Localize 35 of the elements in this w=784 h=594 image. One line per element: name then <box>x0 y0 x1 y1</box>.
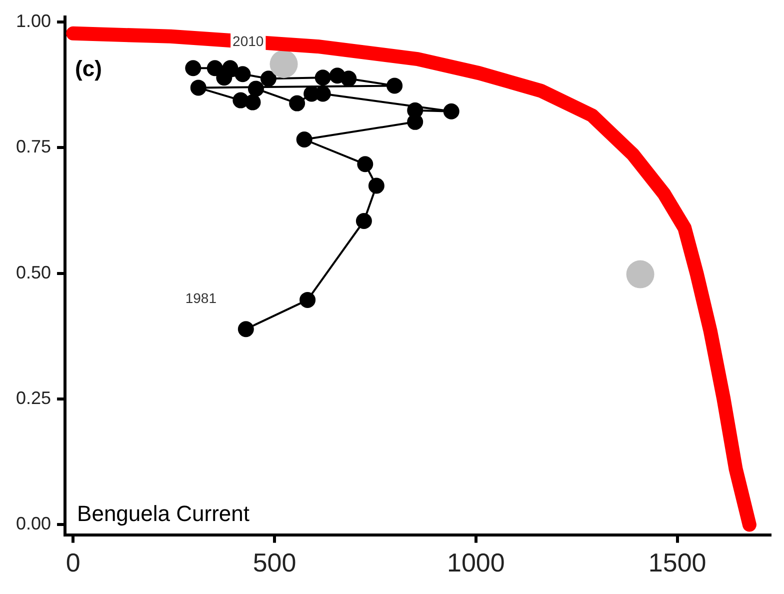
point <box>234 66 251 82</box>
x-tick-label: 0 <box>66 548 80 578</box>
point <box>407 102 424 118</box>
point <box>289 95 306 112</box>
x-tick-label: 1000 <box>447 548 505 578</box>
point <box>232 92 249 108</box>
point <box>329 68 346 84</box>
y-tick-label: 1.00 <box>16 10 52 31</box>
point <box>626 260 654 288</box>
y-tick-label: 0.00 <box>16 514 52 534</box>
point <box>296 132 312 148</box>
y-tick-label: 0.75 <box>16 136 52 157</box>
point <box>386 78 403 94</box>
point <box>356 212 372 229</box>
point <box>270 50 298 78</box>
annotation: 2010 <box>232 32 264 49</box>
point <box>190 80 206 96</box>
y-tick-label: 0.50 <box>16 262 52 282</box>
point <box>300 292 316 308</box>
point <box>260 70 276 87</box>
annotation: Benguela Current <box>77 500 250 526</box>
y-tick-label: 0.25 <box>16 388 52 408</box>
x-tick-label: 1500 <box>648 548 706 578</box>
point <box>238 321 254 338</box>
point <box>314 70 331 86</box>
x-tick-label: 500 <box>252 548 296 578</box>
annotation: (c) <box>75 56 102 81</box>
point <box>206 60 223 76</box>
point <box>185 60 202 76</box>
annotation: 1981 <box>185 290 217 306</box>
point <box>222 60 238 76</box>
point <box>357 156 374 172</box>
point <box>368 178 384 194</box>
point <box>443 103 460 120</box>
point <box>248 80 264 97</box>
